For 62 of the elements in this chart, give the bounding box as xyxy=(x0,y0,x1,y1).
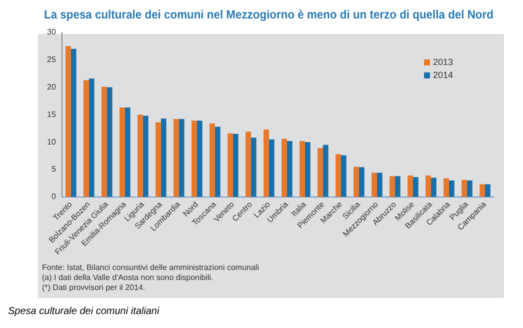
bar xyxy=(480,184,485,197)
bar xyxy=(394,176,400,197)
bar xyxy=(358,167,364,197)
bar xyxy=(124,108,130,197)
text: (*) Dati provvisori per il 2014. xyxy=(42,283,146,292)
bar xyxy=(372,172,377,197)
bar xyxy=(84,80,89,197)
bar xyxy=(448,180,454,197)
bar xyxy=(282,138,287,197)
y-tick-label: 5 xyxy=(51,164,56,174)
bar xyxy=(196,120,202,197)
bar xyxy=(318,148,323,197)
bar xyxy=(192,120,197,197)
bar xyxy=(156,122,161,197)
y-tick-label: 10 xyxy=(46,137,56,146)
bar xyxy=(142,116,148,197)
y-tick-label: 15 xyxy=(46,110,56,119)
bar xyxy=(160,118,166,197)
bar xyxy=(246,132,251,197)
bar xyxy=(354,166,359,197)
bar xyxy=(214,126,220,197)
source-note: Fonte: Istat, Bilanci consuntivi delle amministrazioni comunali xyxy=(42,263,260,272)
bar xyxy=(376,172,382,197)
bar xyxy=(304,142,310,197)
bar xyxy=(120,108,125,197)
bar xyxy=(66,46,71,197)
y-tick-label: 25 xyxy=(46,55,56,64)
bar xyxy=(322,144,328,197)
legend-label: 2013 xyxy=(433,56,454,67)
bar xyxy=(390,176,395,197)
text: Spesa culturale dei comuni italiani xyxy=(8,306,160,317)
bar xyxy=(412,177,418,197)
y-tick-label: 30 xyxy=(46,28,56,37)
bar xyxy=(300,140,305,197)
bar xyxy=(286,140,292,197)
bar xyxy=(88,78,94,197)
bar xyxy=(264,129,269,197)
bar xyxy=(228,133,233,197)
bar xyxy=(444,178,449,197)
bar xyxy=(340,155,346,197)
bar xyxy=(408,176,413,197)
bar xyxy=(268,139,274,197)
chart-title: La spesa culturale dei comuni nel Mezzogiorno è meno di un terzo di quella del Nord xyxy=(44,8,494,22)
bar xyxy=(210,123,215,197)
bar xyxy=(232,134,238,197)
text: (a) I dati della Valle d'Aosta non sono disponibili. xyxy=(42,273,214,282)
bar xyxy=(70,48,76,197)
y-tick-label: 0 xyxy=(51,192,56,202)
bar xyxy=(250,138,256,197)
bar xyxy=(178,119,184,197)
bar xyxy=(426,176,431,197)
bar xyxy=(485,184,490,197)
bar xyxy=(174,119,179,197)
bar xyxy=(462,180,467,197)
bar xyxy=(430,178,436,197)
bar xyxy=(336,154,341,197)
y-tick-label: 20 xyxy=(46,82,56,92)
bar xyxy=(466,180,472,197)
bar xyxy=(138,114,143,197)
legend-label: 2014 xyxy=(433,70,454,80)
bar xyxy=(102,86,107,197)
bar xyxy=(106,87,112,197)
